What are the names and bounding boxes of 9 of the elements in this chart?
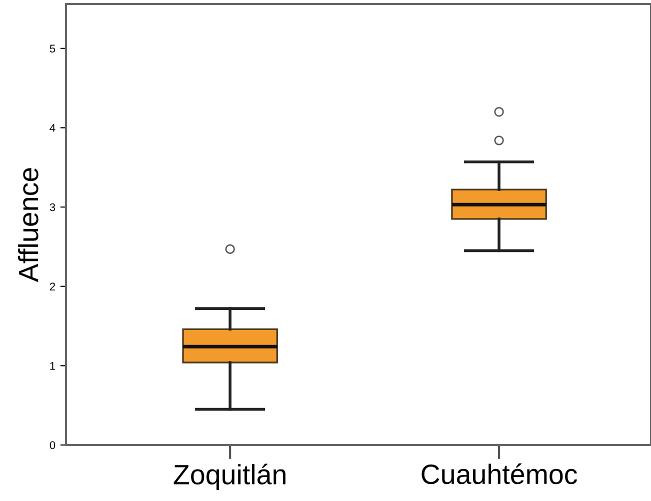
y-tick-label: 4 [50,124,56,132]
y-axis-title: Affluence [18,168,38,282]
y-tick-label: 1 [50,362,56,370]
y-tick-label: 0 [50,441,56,450]
x-tick-label: Cuauhtémoc [422,463,578,484]
y-tick-label: 3 [50,203,56,212]
y-tick-label: 5 [50,44,56,53]
x-tick-label: Zoquitlán [174,464,286,490]
y-tick-label: 2 [50,282,56,290]
